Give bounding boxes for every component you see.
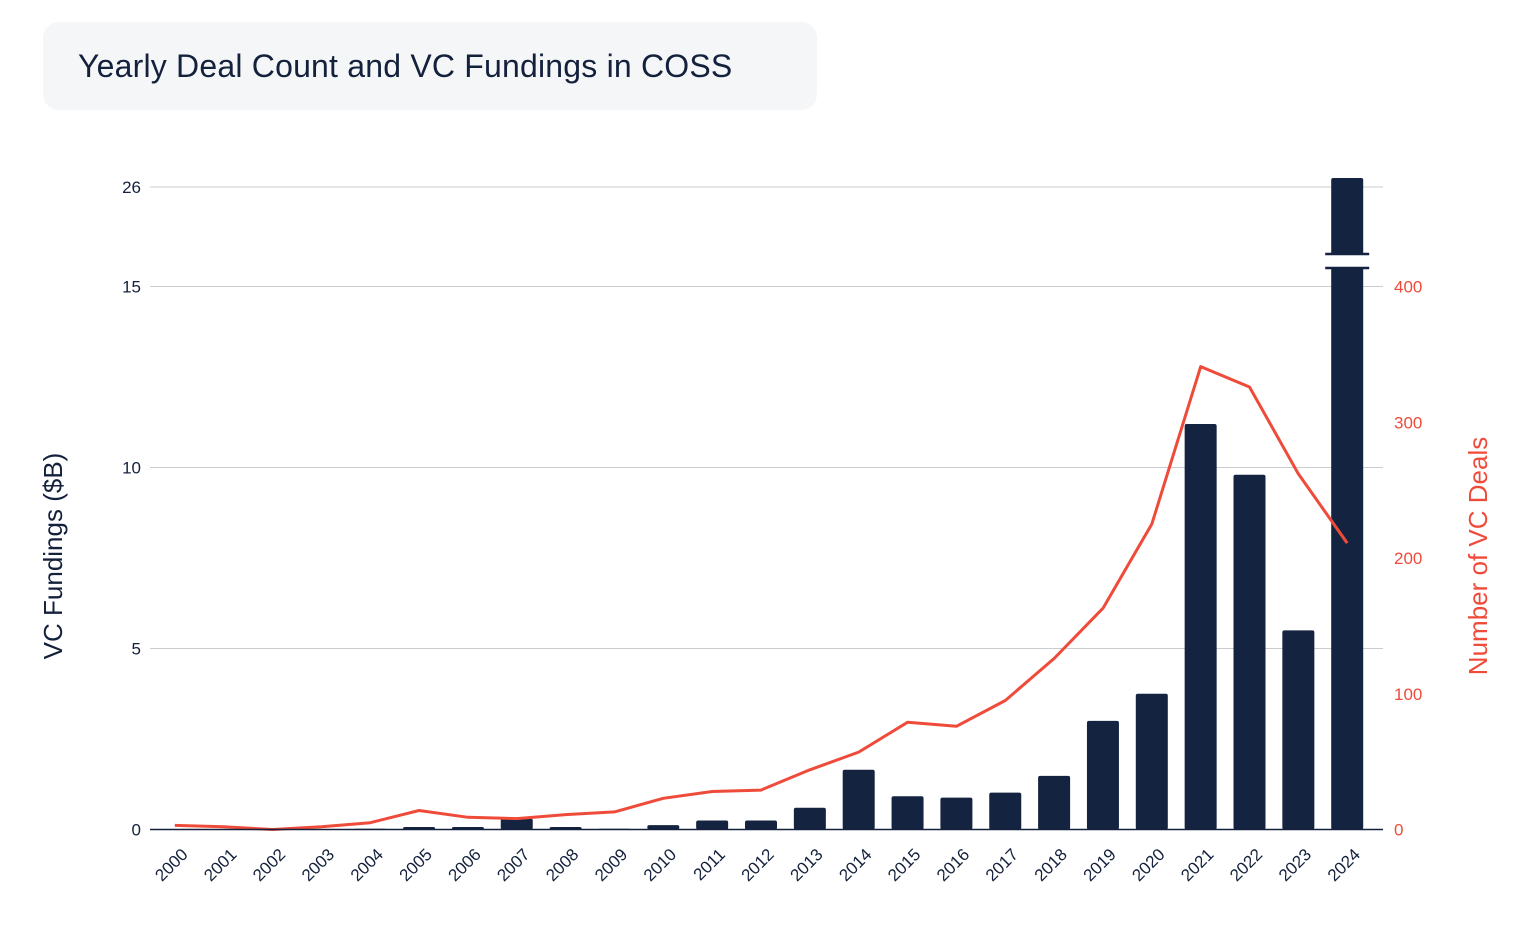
right-tick-label: 200 <box>1394 549 1422 568</box>
bar-2012 <box>745 820 777 830</box>
x-tick-label: 2006 <box>445 845 485 885</box>
axis-break <box>1325 252 1370 270</box>
x-tick-label: 2010 <box>640 845 680 885</box>
x-tick-label: 2014 <box>835 845 875 885</box>
gridlines <box>150 186 1383 649</box>
left-axis-title: VC Fundings ($B) <box>38 453 68 660</box>
x-tick-label: 2003 <box>298 845 338 885</box>
bar-2023 <box>1282 630 1315 830</box>
x-tick-label: 2024 <box>1324 845 1364 885</box>
x-tick-label: 2016 <box>933 845 973 885</box>
bar-2017 <box>989 792 1022 830</box>
left-tick-label: 15 <box>122 278 141 297</box>
chart-title: Yearly Deal Count and VC Fundings in COS… <box>78 47 733 84</box>
bar-2013 <box>793 807 826 830</box>
left-tick-label: 26 <box>122 178 141 197</box>
right-tick-label: 100 <box>1394 685 1422 704</box>
left-tick-label: 10 <box>122 459 141 478</box>
x-tick-label: 2017 <box>982 845 1022 885</box>
x-tick-label: 2018 <box>1031 845 1071 885</box>
bars <box>354 178 1364 830</box>
right-axis-ticks: 0 100 200 300 400 <box>1394 278 1422 840</box>
left-tick-label: 0 <box>132 821 141 840</box>
bar-2019 <box>1086 720 1119 830</box>
right-axis-title: Number of VC Deals <box>1463 437 1493 675</box>
x-tick-label: 2015 <box>884 845 924 885</box>
deals-line-group <box>174 365 1349 831</box>
x-tick-label: 2008 <box>542 845 582 885</box>
bar-2016 <box>940 797 973 830</box>
x-axis-ticks: 2000 2001 2002 2003 2004 2005 2006 2007 2008 2009… <box>151 845 1364 885</box>
x-tick-label: 2019 <box>1080 845 1120 885</box>
right-tick-label: 400 <box>1394 278 1422 297</box>
x-tick-label: 2009 <box>591 845 631 885</box>
x-tick-label: 2023 <box>1275 845 1315 885</box>
axis-break-gap <box>1329 255 1366 267</box>
x-tick-label: 2001 <box>200 845 240 885</box>
bar-2020 <box>1135 693 1168 830</box>
right-tick-label: 300 <box>1394 413 1422 432</box>
bar-2011 <box>696 820 729 830</box>
x-tick-label: 2000 <box>151 845 191 885</box>
x-tick-label: 2021 <box>1177 845 1217 885</box>
x-tick-label: 2012 <box>738 845 778 885</box>
bar-2024 <box>1331 178 1364 830</box>
x-tick-label: 2013 <box>786 845 826 885</box>
chart-title-box: Yearly Deal Count and VC Fundings in COS… <box>43 22 817 110</box>
bar-2018 <box>1038 775 1071 830</box>
x-tick-label: 2007 <box>493 845 533 885</box>
x-tick-label: 2020 <box>1128 845 1168 885</box>
bar-2007 <box>500 818 533 830</box>
right-tick-label: 0 <box>1394 821 1403 840</box>
bar-2022 <box>1233 474 1266 830</box>
x-tick-label: 2002 <box>249 845 289 885</box>
bar-2015 <box>891 796 924 830</box>
x-tick-label: 2004 <box>347 845 387 885</box>
x-tick-label: 2011 <box>690 845 729 884</box>
bar-2014 <box>842 769 875 830</box>
x-tick-label: 2005 <box>396 845 436 885</box>
bar-2021 <box>1184 424 1217 830</box>
x-tick-label: 2022 <box>1226 845 1266 885</box>
bar-2010 <box>647 825 680 830</box>
left-tick-label: 5 <box>132 640 141 659</box>
left-axis-ticks: 0 5 10 15 26 <box>122 178 141 840</box>
deals-line <box>174 365 1349 831</box>
